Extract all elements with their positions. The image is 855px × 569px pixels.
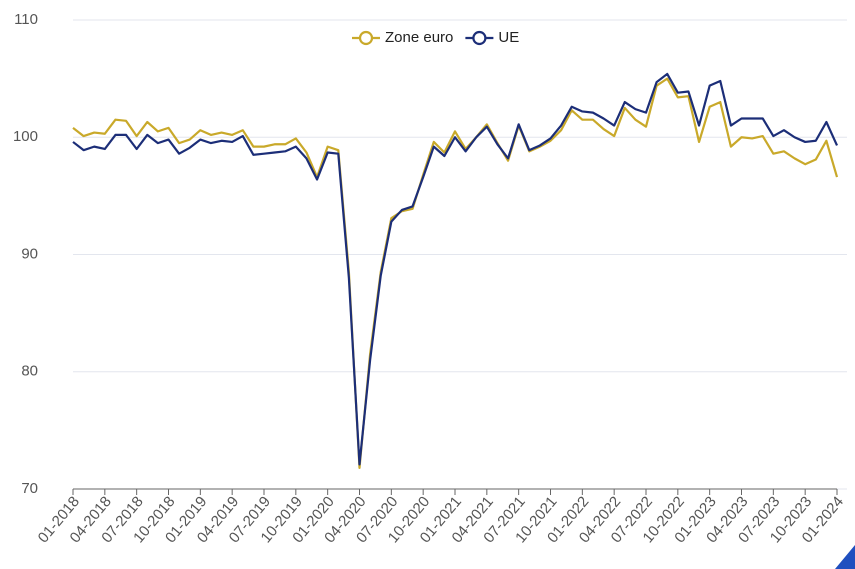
legend-marker — [472, 30, 487, 46]
legend-label: Zone euro — [385, 29, 453, 46]
legend-label: UE — [498, 29, 519, 46]
corner-mark — [835, 545, 855, 569]
y-tick-label: 80 — [21, 363, 38, 380]
legend-marker — [358, 30, 374, 46]
y-tick-label: 70 — [21, 480, 38, 497]
y-tick-label: 100 — [13, 128, 38, 145]
series-line — [72, 72, 839, 466]
series-line — [72, 77, 839, 469]
y-tick-label: 110 — [14, 11, 38, 28]
y-tick-label: 90 — [21, 245, 38, 262]
